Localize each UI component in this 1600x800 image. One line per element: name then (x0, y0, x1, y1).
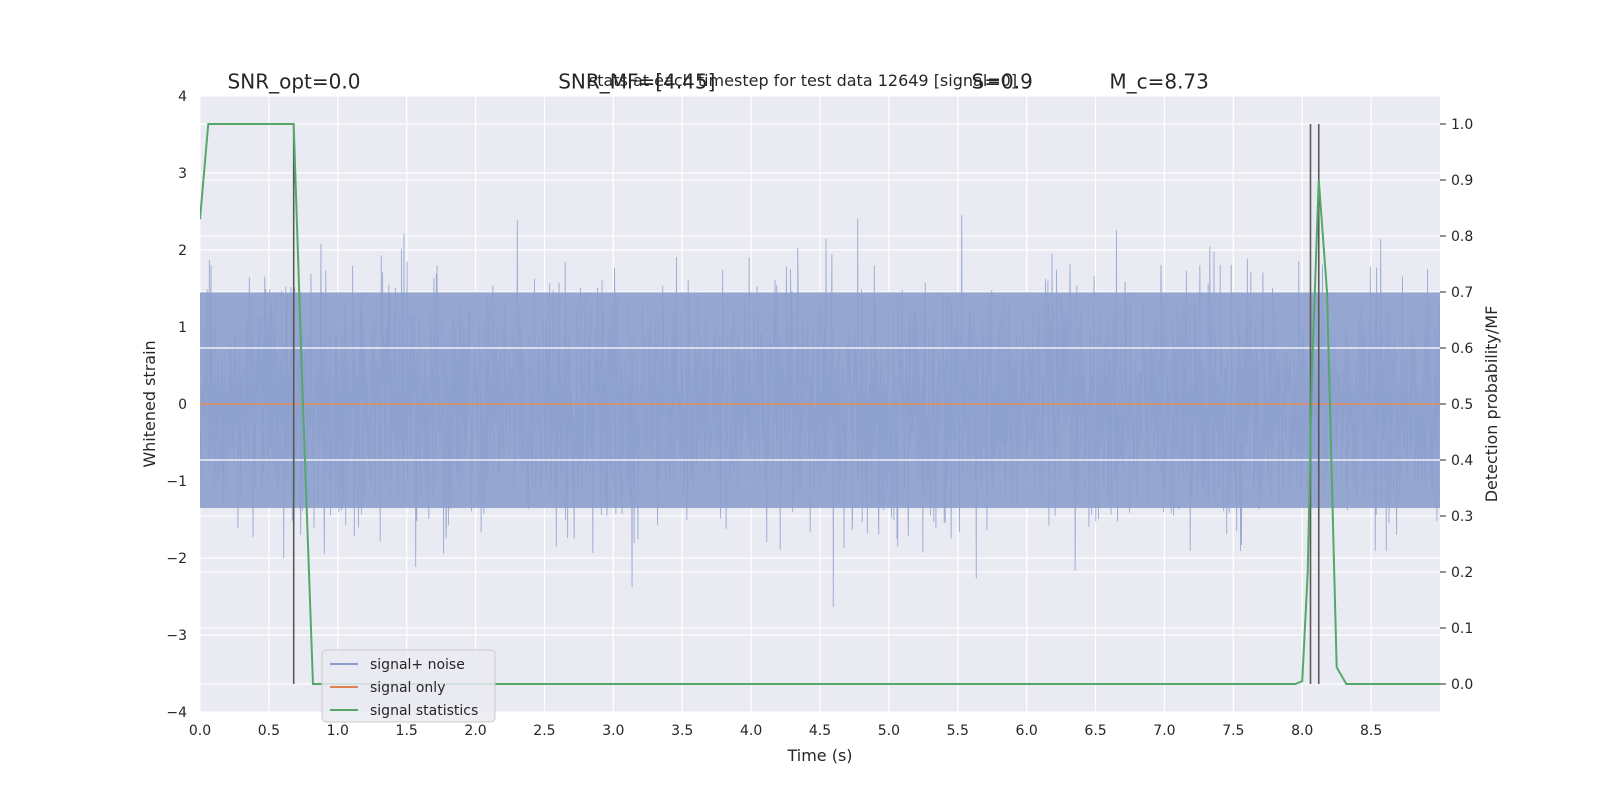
y-tick-labels-left: 4 3 2 1 0 −1 −2 −3 −4 (166, 89, 187, 721)
x-tick-label: 3.0 (602, 723, 624, 739)
x-tick-label: 1.0 (327, 723, 349, 739)
y-tick-label-left: −4 (166, 705, 187, 721)
x-tick-label: 8.5 (1360, 723, 1382, 739)
x-tick-label: 0.5 (258, 723, 280, 739)
y-tick-label-right: 0.6 (1451, 341, 1473, 357)
y-tick-labels-right: 1.0 0.9 0.8 0.7 0.6 0.5 0.4 0.3 0.2 0.1 0.0 (1440, 117, 1473, 693)
x-tick-label: 5.5 (947, 723, 969, 739)
signal-statistics-line (200, 123, 1440, 685)
y-tick-label-right: 0.8 (1451, 229, 1473, 245)
chart-title: stats at each timestep for test data 126… (589, 71, 1017, 90)
y-tick-label-left: −2 (166, 551, 187, 567)
x-tick-label: 3.5 (671, 723, 693, 739)
y-tick-label-right: 0.2 (1451, 565, 1473, 581)
signal-plus-noise-band (200, 292, 1440, 508)
x-tick-label: 4.5 (809, 723, 831, 739)
y-tick-label-right: 0.0 (1451, 677, 1473, 693)
y-tick-label-left: −1 (166, 474, 187, 490)
legend-entry: signal statistics (370, 703, 478, 719)
y-tick-label-left: 1 (178, 320, 187, 336)
y-tick-label-left: 2 (178, 243, 187, 259)
x-tick-label: 7.5 (1222, 723, 1244, 739)
y-tick-label-right: 1.0 (1451, 117, 1473, 133)
y-tick-label-right: 0.3 (1451, 509, 1473, 525)
y-axis-label-left: Whitened strain (140, 340, 159, 467)
x-tick-label: 4.0 (740, 723, 762, 739)
x-axis-label: Time (s) (786, 746, 852, 765)
annotation-s_val: S=0.9 (972, 69, 1033, 93)
x-tick-label: 7.0 (1153, 723, 1175, 739)
x-tick-label: 6.5 (1084, 723, 1106, 739)
y-tick-label-right: 0.9 (1451, 173, 1473, 189)
y-tick-label-right: 0.1 (1451, 621, 1473, 637)
y-tick-label-left: 4 (178, 89, 187, 105)
x-tick-labels: 0.0 0.5 1.0 1.5 2.0 2.5 3.0 3.5 4.0 4.5 5.0 5.5 6.0 6… (189, 723, 1382, 739)
x-tick-label: 2.0 (464, 723, 486, 739)
annotation-snr_opt: SNR_opt=0.0 (228, 69, 361, 93)
annotation-snr_mf: SNR_MF=[4.45] (558, 69, 715, 93)
y-tick-label-left: −3 (166, 628, 187, 644)
y-tick-label-left: 0 (178, 397, 187, 413)
legend-entry: signal only (370, 680, 445, 696)
x-tick-label: 8.0 (1291, 723, 1313, 739)
annotation-mc_val: M_c=8.73 (1109, 69, 1209, 93)
y-tick-label-right: 0.5 (1451, 397, 1473, 413)
x-tick-label: 5.0 (878, 723, 900, 739)
legend-box (321, 649, 496, 723)
annotations: SNR_opt=0.0 SNR_MF=[4.45] S=0.9 M_c=8.73 (228, 69, 1209, 93)
y-tick-label-left: 3 (178, 166, 187, 182)
series-group (200, 123, 1440, 685)
legend-entry: signal+ noise (370, 657, 465, 673)
y-tick-label-right: 0.4 (1451, 453, 1473, 469)
legend: signal+ noise signal only signal statistic… (321, 649, 496, 723)
y-axis-label-right: Detection probability/MF (1482, 306, 1501, 503)
x-tick-label: 0.0 (189, 723, 211, 739)
series-signal-plus-noise (200, 215, 1440, 608)
x-tick-label: 1.5 (396, 723, 418, 739)
x-tick-label: 2.5 (533, 723, 555, 739)
y-tick-label-right: 0.7 (1451, 285, 1473, 301)
x-tick-label: 6.0 (1016, 723, 1038, 739)
